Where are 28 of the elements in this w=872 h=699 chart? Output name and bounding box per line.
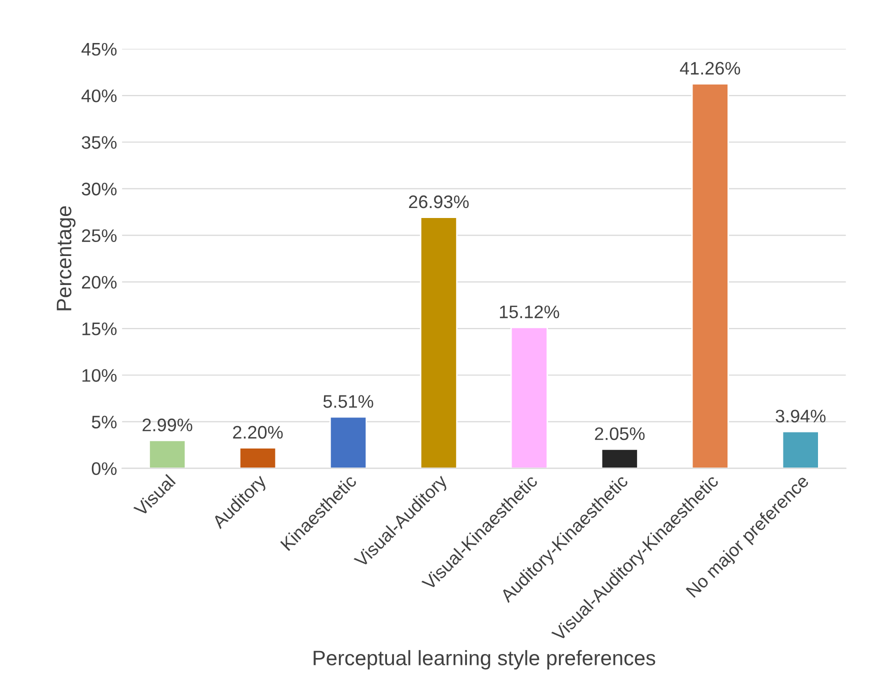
y-tick-label: 35% [82, 136, 117, 149]
data-label: 2.05% [594, 427, 645, 440]
data-label: 2.20% [233, 426, 283, 439]
data-label: 26.93% [409, 195, 469, 208]
y-tick-label: 20% [82, 276, 117, 289]
data-label: 5.51% [323, 395, 374, 408]
y-tick-label: 25% [82, 229, 117, 242]
bar [420, 216, 458, 468]
y-tick-label: 40% [81, 89, 117, 102]
data-label: 3.94% [776, 410, 826, 422]
bar [782, 430, 820, 468]
data-label: 2.99% [142, 418, 192, 432]
y-axis-title: Percentage [56, 206, 76, 310]
y-tick-label: 10% [82, 369, 117, 382]
y-tick-label: 30% [82, 182, 117, 196]
y-tick-label: 45% [81, 42, 117, 56]
bar [691, 83, 729, 468]
bar [148, 440, 186, 468]
y-tick-label: 15% [82, 322, 117, 336]
y-tick-label: 0% [92, 462, 117, 476]
data-label: 15.12% [500, 306, 560, 318]
data-label: 41.26% [680, 62, 740, 75]
bar [238, 447, 277, 468]
y-tick-label: 5% [92, 416, 117, 428]
bar [329, 416, 368, 468]
x-axis-title: Perceptual learning style preferences [314, 650, 656, 670]
bar [600, 448, 638, 468]
bar [510, 326, 548, 468]
